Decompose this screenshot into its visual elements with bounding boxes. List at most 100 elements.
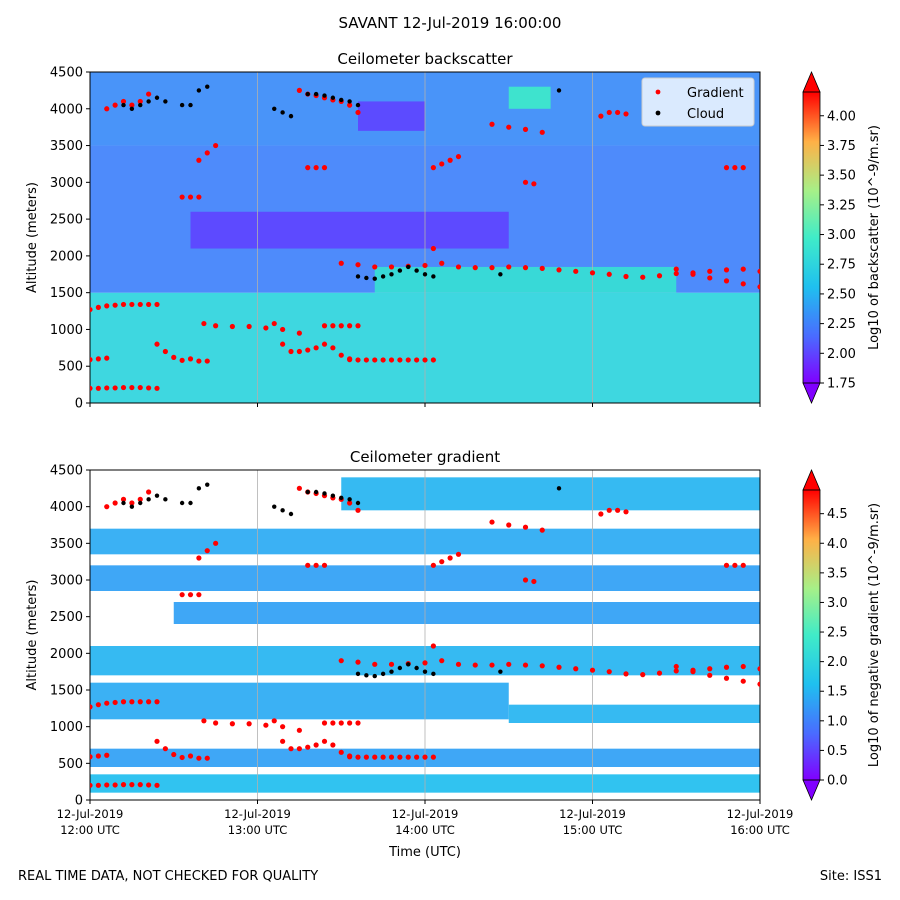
field-region-5 bbox=[173, 602, 760, 624]
cloud-point bbox=[355, 102, 361, 108]
gradient-point bbox=[129, 699, 135, 705]
gradient-point bbox=[740, 678, 746, 684]
cloud-point bbox=[380, 671, 386, 677]
gradient-point bbox=[397, 357, 403, 363]
gradient-point bbox=[347, 357, 353, 363]
gradient-point bbox=[137, 699, 143, 705]
colorbar-0 bbox=[803, 92, 820, 383]
gradient-point bbox=[623, 509, 629, 515]
x-tick-time-label: 15:00 UTC bbox=[563, 823, 623, 837]
figure-title: SAVANT 12-Jul-2019 16:00:00 bbox=[338, 14, 562, 32]
gradient-point bbox=[414, 754, 420, 760]
gradient-point bbox=[430, 562, 436, 568]
gradient-point bbox=[137, 782, 143, 788]
gradient-point bbox=[673, 270, 679, 277]
gradient-point bbox=[313, 345, 319, 351]
gradient-point bbox=[196, 555, 202, 561]
gradient-point bbox=[355, 720, 361, 726]
y-tick-label: 2000 bbox=[50, 249, 83, 264]
cloud-point bbox=[305, 91, 310, 97]
gradient-point bbox=[405, 357, 411, 363]
gradient-point bbox=[95, 385, 101, 391]
gradient-point bbox=[472, 662, 478, 668]
x-tick-date-label: 12-Jul-2019 bbox=[224, 807, 291, 821]
gradient-point bbox=[95, 702, 101, 708]
gradient-point bbox=[146, 385, 152, 391]
gradient-point bbox=[723, 664, 730, 670]
gradient-point bbox=[522, 662, 529, 668]
gradient-point bbox=[196, 157, 202, 163]
gradient-point bbox=[321, 738, 328, 744]
panel-title: Ceilometer gradient bbox=[350, 448, 500, 466]
cloud-point bbox=[355, 671, 361, 677]
colorbar-tick-label: 2.50 bbox=[827, 287, 856, 302]
y-tick-label: 4000 bbox=[50, 102, 83, 117]
gradient-point bbox=[405, 754, 411, 760]
field-region-5 bbox=[190, 211, 509, 249]
gradient-point bbox=[372, 357, 378, 363]
gradient-point bbox=[321, 341, 328, 347]
cloud-point bbox=[406, 662, 411, 667]
colorbar-frame bbox=[802, 91, 821, 384]
cloud-point bbox=[322, 491, 327, 496]
gradient-point bbox=[104, 385, 110, 391]
panel-title: Ceilometer backscatter bbox=[337, 50, 513, 68]
cloud-point bbox=[414, 665, 419, 671]
gradient-point bbox=[338, 749, 344, 755]
series-group-0 bbox=[90, 84, 760, 391]
gradient-point bbox=[422, 754, 428, 760]
gradient-point bbox=[246, 323, 252, 330]
colorbar-tick-label: 3.00 bbox=[827, 228, 856, 243]
x-tick-time-label: 12:00 UTC bbox=[60, 823, 120, 837]
gradient-point bbox=[204, 358, 210, 364]
gradient-point bbox=[95, 304, 101, 310]
colorbar-extend-max bbox=[802, 468, 821, 491]
cloud-point bbox=[422, 272, 428, 277]
gradient-point bbox=[154, 699, 160, 705]
y-tick-label: 2000 bbox=[50, 647, 83, 662]
gradient-point bbox=[179, 754, 185, 761]
gradient-point bbox=[288, 348, 294, 355]
gradient-point bbox=[271, 320, 277, 327]
cloud-point bbox=[397, 268, 403, 273]
gradient-point bbox=[305, 347, 311, 353]
gradient-point bbox=[372, 264, 378, 270]
gradient-point bbox=[137, 496, 143, 502]
gradient-point bbox=[380, 357, 386, 363]
cloud-point bbox=[389, 272, 394, 277]
cloud-point bbox=[305, 489, 310, 495]
gradient-point bbox=[196, 358, 202, 364]
y-tick-label: 1500 bbox=[50, 684, 83, 699]
gradient-point bbox=[539, 265, 545, 271]
gradient-point bbox=[129, 301, 135, 308]
cloud-point bbox=[121, 102, 126, 108]
colorbar-tick-label: 2.25 bbox=[827, 317, 856, 332]
gradient-point bbox=[347, 754, 353, 760]
cloud-point bbox=[322, 93, 327, 98]
gradient-point bbox=[489, 662, 495, 668]
gradient-point bbox=[280, 326, 286, 333]
site-label: Site: ISS1 bbox=[819, 869, 882, 884]
gradient-point bbox=[355, 109, 361, 116]
gradient-point bbox=[129, 500, 135, 506]
gradient-point bbox=[179, 194, 185, 200]
y-tick-label: 0 bbox=[75, 397, 83, 412]
gradient-point bbox=[606, 271, 612, 277]
y-tick-label: 500 bbox=[58, 757, 83, 772]
x-tick-date-label: 12-Jul-2019 bbox=[559, 807, 626, 821]
gradient-point bbox=[95, 356, 101, 362]
gradient-point bbox=[723, 267, 730, 273]
colorbar-tick-label: 3.75 bbox=[827, 139, 856, 154]
legend-box bbox=[641, 77, 755, 127]
y-tick-label: 2500 bbox=[50, 213, 83, 228]
colorbar-label: Log10 of negative gradient (10^-9/m.sr) bbox=[867, 503, 882, 767]
gradient-point bbox=[120, 384, 127, 391]
cloud-point bbox=[355, 274, 361, 279]
gradient-point bbox=[229, 721, 235, 727]
gradient-point bbox=[439, 658, 445, 664]
y-tick-label: 500 bbox=[58, 360, 83, 375]
gradient-point bbox=[280, 724, 286, 730]
colorbar-tick-label: 3.5 bbox=[827, 566, 848, 581]
cloud-point bbox=[313, 489, 319, 495]
cloud-point bbox=[163, 497, 168, 502]
